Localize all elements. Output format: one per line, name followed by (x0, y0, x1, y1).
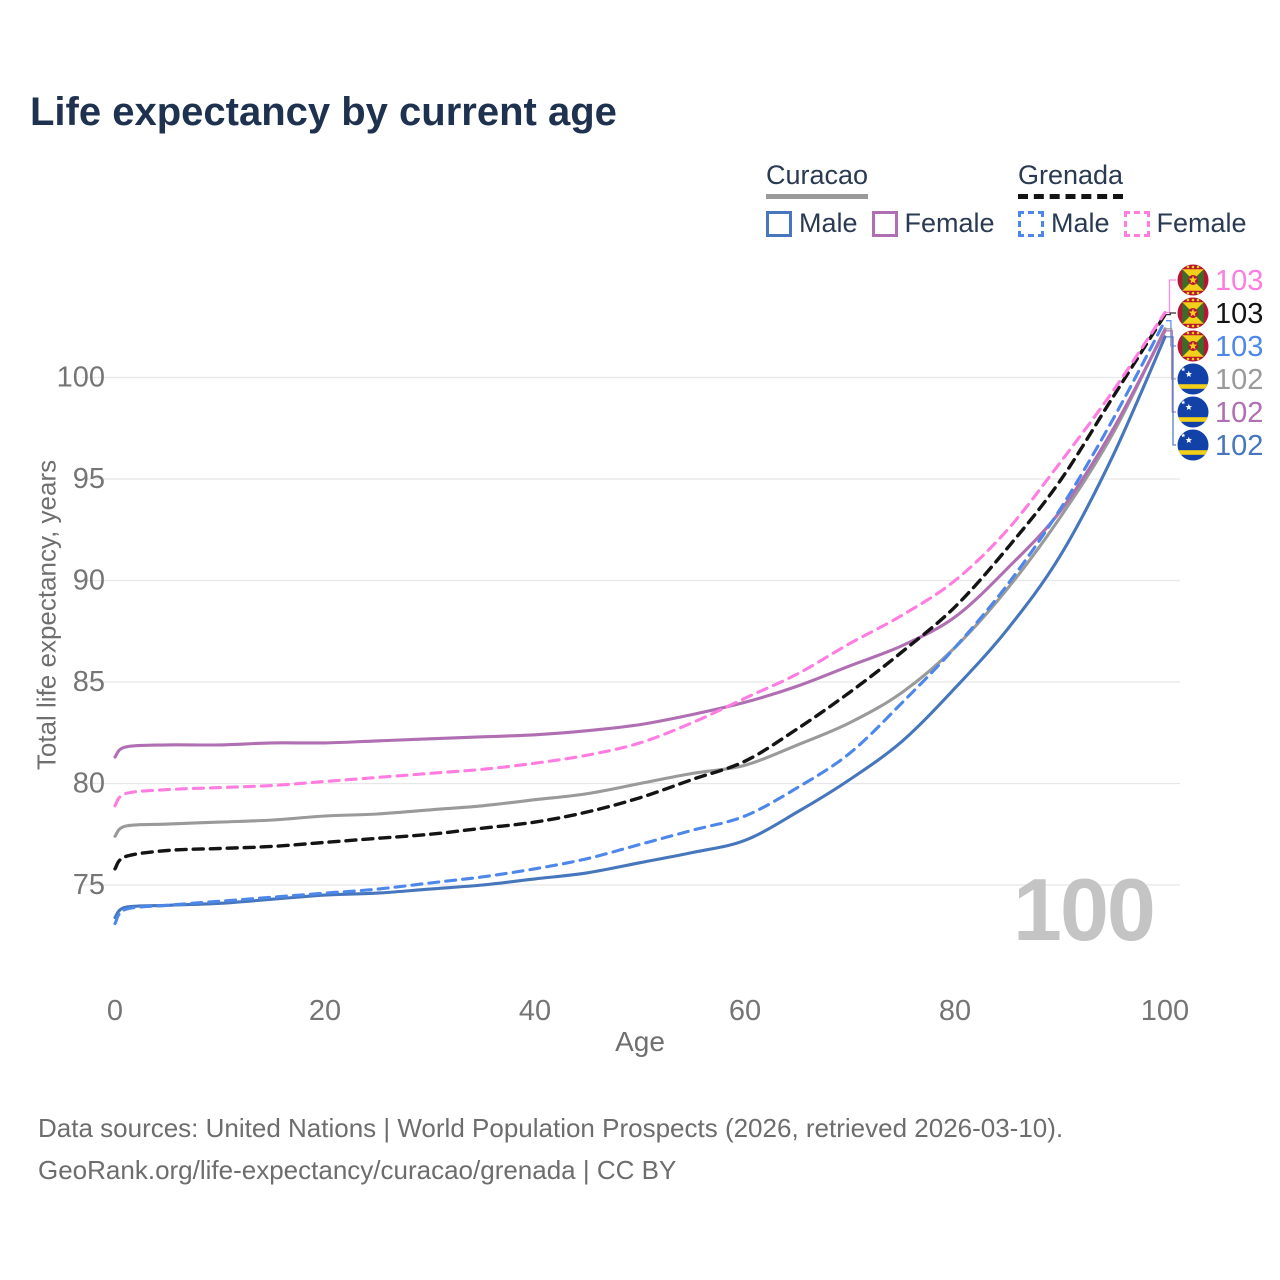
series-line-grenada-female[interactable] (113, 310, 1167, 808)
x-axis-title: Age (615, 1026, 665, 1057)
series-end-value-grenada-female: 103 (1215, 265, 1263, 297)
series-end-value-curacao-female: 102 (1215, 397, 1263, 429)
attribution-line: GeoRank.org/life-expectancy/curacao/gren… (38, 1154, 677, 1185)
series-end-value-grenada-total: 103 (1215, 298, 1263, 330)
curacao-flag-icon (1177, 429, 1209, 461)
x-tick-label: 40 (519, 995, 551, 1027)
grenada-male-swatch-icon (1018, 210, 1044, 237)
series-line-curacao-total[interactable] (113, 327, 1167, 838)
legend-item-curacao-female[interactable]: Female (871, 208, 995, 239)
series-line-grenada-male[interactable] (113, 319, 1167, 926)
y-axis-title: Total life expectancy, years (31, 459, 62, 771)
series-line-grenada-total[interactable] (113, 312, 1167, 871)
legend-item-grenada-female[interactable]: Female (1123, 208, 1247, 239)
age-watermark: 100 (1013, 860, 1156, 959)
curacao-male-swatch-icon (766, 210, 792, 237)
x-tick-label: 100 (1141, 995, 1189, 1027)
y-tick-label: 100 (57, 362, 105, 394)
legend-item-grenada-male[interactable]: Male (1018, 208, 1110, 239)
curacao-flag-icon (1177, 396, 1209, 428)
end-label-leader (1166, 336, 1176, 446)
x-tick-label: 60 (729, 995, 761, 1027)
grenada-flag-icon (1177, 330, 1209, 362)
series-end-value-curacao-male: 102 (1215, 430, 1263, 462)
x-tick-label: 80 (939, 995, 971, 1027)
data-sources-line: Data sources: United Nations | World Pop… (38, 1113, 1064, 1143)
series-end-value-curacao-total: 102 (1215, 364, 1263, 396)
legend-item-curacao-male[interactable]: Male (766, 208, 858, 239)
page-title: Life expectancy by current age (30, 90, 617, 134)
legend-grenada-label: Grenada (1018, 160, 1124, 199)
x-tick-label: 20 (309, 995, 341, 1027)
grenada-flag-icon (1177, 264, 1209, 296)
footer: Data sources: United Nations | World Pop… (38, 1108, 1063, 1191)
legend-item-label: Female (904, 208, 995, 238)
end-label-leader (1166, 279, 1176, 314)
curacao-flag-icon (1177, 363, 1209, 395)
curacao-female-swatch-icon (871, 210, 898, 237)
end-label-leader (1166, 312, 1176, 316)
series-line-curacao-female[interactable] (113, 329, 1167, 759)
end-label-leader (1166, 328, 1176, 380)
grenada-flag-icon (1177, 297, 1209, 329)
y-tick-label: 90 (73, 565, 105, 597)
legend-item-label: Male (1051, 208, 1110, 238)
end-label-leader (1166, 330, 1176, 413)
legend-group-curacao: Curacao Male Female (766, 160, 995, 239)
series-line-curacao-male[interactable] (113, 335, 1167, 920)
y-tick-label: 95 (73, 463, 105, 495)
series-end-value-grenada-male: 103 (1215, 331, 1263, 363)
legend-group-grenada: Grenada Male Female (1018, 160, 1247, 239)
y-tick-label: 75 (73, 869, 105, 901)
legend-curacao-label: Curacao (766, 160, 869, 199)
x-tick-label: 0 (107, 995, 123, 1027)
grenada-female-swatch-icon (1123, 210, 1150, 237)
legend-item-label: Male (799, 208, 858, 238)
y-tick-label: 80 (73, 768, 105, 800)
legend-item-label: Female (1156, 208, 1247, 238)
y-tick-label: 85 (73, 666, 105, 698)
